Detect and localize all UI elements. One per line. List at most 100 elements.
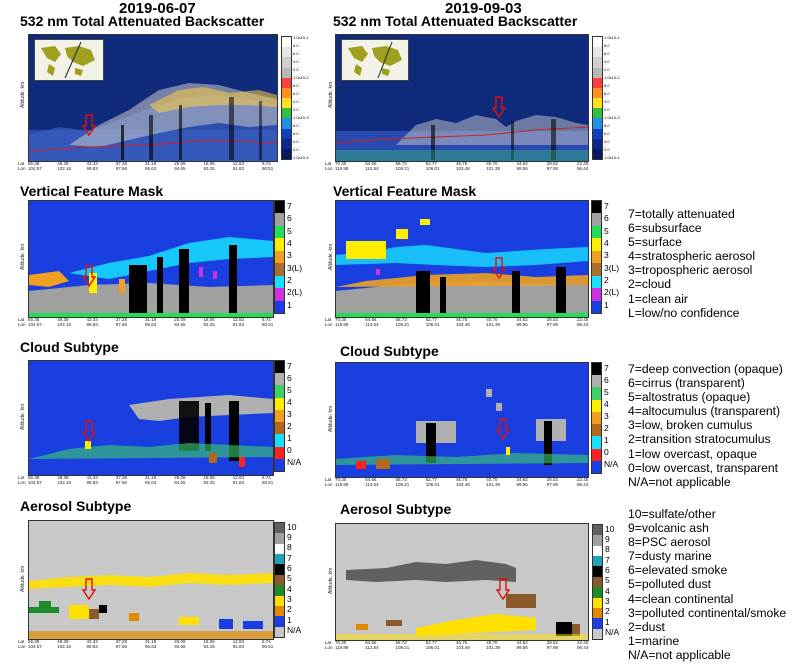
aerosol-right-panel <box>335 523 589 641</box>
aerosol-legend-item: 7=dusty marine <box>628 549 786 563</box>
backscatter-colorbar-right <box>592 36 603 160</box>
vfm-legend-item: 7=totally attenuated <box>628 207 755 221</box>
title-vfm-left: Vertical Feature Mask <box>20 183 163 199</box>
aerosol-legend-item: 9=volcanic ash <box>628 521 786 535</box>
title-aerosol-left: Aerosol Subtype <box>20 498 131 514</box>
vfm-legend-item: 1=clean air <box>628 292 755 306</box>
backscatter-scale-labels-left: 1.0x10-1 8.0 6.0 4.0 2.0 1.0x10-2 8.0 6.… <box>293 36 307 160</box>
vfm-legend: 7=totally attenuated 6=subsurface 5=surf… <box>628 207 755 320</box>
down-arrow-icon <box>496 578 510 600</box>
y-axis-label: Altitude, km <box>328 568 334 594</box>
x-axis-tick-label: 96.44 <box>577 645 588 650</box>
y-axis-label: Altitude, km <box>20 404 26 430</box>
x-axis-row-label: Lon <box>18 644 26 649</box>
y-axis-label: Altitude, km <box>20 566 26 592</box>
x-axis-tick-label: 119.88 <box>335 322 348 327</box>
x-axis-tick-label: 99.83 <box>87 480 98 485</box>
x-axis-tick-label: 102.16 <box>57 322 71 327</box>
x-axis-tick-label: 97.95 <box>547 645 558 650</box>
x-axis-tick-label: 103.48 <box>456 645 470 650</box>
x-axis-tick-label: 104.57 <box>28 480 42 485</box>
down-arrow-icon <box>82 265 96 287</box>
aerosol-legend-item: 3=polluted continental/smoke <box>628 606 786 620</box>
x-axis-row-label: Lon <box>325 322 333 327</box>
x-axis-tick-label: 106.01 <box>426 166 440 171</box>
x-axis-row-label: Lon <box>325 482 333 487</box>
x-axis-tick-label: 94.65 <box>174 322 185 327</box>
x-axis-tick-label: 99.83 <box>87 644 98 649</box>
vfm-colorbar-labels-left: 7 6 5 4 3 3(L) 2 2(L) 1 <box>287 200 305 314</box>
x-axis-tick-label: 99.56 <box>517 645 528 650</box>
x-axis-tick-label: 119.88 <box>335 482 348 487</box>
vfm-colorbar-right <box>591 200 602 314</box>
aerosol-left-panel <box>28 520 274 640</box>
x-axis-tick-label: 99.56 <box>517 166 528 171</box>
x-axis-tick-label: 91.83 <box>233 166 244 171</box>
cloud-legend-item: 3=low, broken cumulus <box>628 418 783 432</box>
aerosol-legend-item: 1=marine <box>628 634 786 648</box>
x-axis-tick-label: 104.57 <box>28 322 42 327</box>
x-axis-tick-label: 103.48 <box>456 166 470 171</box>
x-axis-tick-label: 93.25 <box>204 322 215 327</box>
backscatter-colorbar-left <box>281 36 292 160</box>
x-axis-tick-label: 97.66 <box>116 644 127 649</box>
title-backscatter-right: 532 nm Total Attenuated Backscatter <box>333 13 577 29</box>
x-axis-tick-label: 95.63 <box>145 480 156 485</box>
down-arrow-icon <box>492 257 506 279</box>
x-axis-tick-label: 109.21 <box>396 645 410 650</box>
x-axis-tick-label: 97.95 <box>547 482 558 487</box>
aerosol-legend-item: 10=sulfate/other <box>628 507 786 521</box>
x-axis-tick-label: 94.65 <box>174 480 185 485</box>
x-axis-tick-label: 113.54 <box>365 166 378 171</box>
x-axis-tick-label: 109.21 <box>396 322 410 327</box>
down-arrow-icon <box>496 418 510 440</box>
backscatter-scale-labels-right: 1.0x10-1 8.0 6.0 4.0 2.0 1.0x10-2 8.0 6.… <box>604 36 620 160</box>
y-axis-label: Altitude, km <box>328 244 334 270</box>
cloud-legend-item: 1=low overcast, opaque <box>628 447 783 461</box>
x-axis-tick-label: 104.57 <box>28 644 42 649</box>
x-axis-tick-label: 96.44 <box>577 166 588 171</box>
orbit-map-inset-right <box>341 39 409 81</box>
x-axis-tick-label: 96.44 <box>577 482 588 487</box>
x-axis-tick-label: 102.16 <box>57 166 71 171</box>
x-axis-tick-label: 99.83 <box>87 322 98 327</box>
y-axis-label: Altitude, km <box>328 82 334 108</box>
down-arrow-icon <box>492 96 506 118</box>
x-axis-tick-label: 97.66 <box>116 166 127 171</box>
x-axis-tick-label: 101.39 <box>486 645 500 650</box>
x-axis-tick-label: 109.21 <box>396 482 410 487</box>
cloud-legend-item: 2=transition stratocumulus <box>628 432 783 446</box>
x-axis-tick-label: 99.56 <box>517 322 528 327</box>
cloud-legend-item: 7=deep convection (opaque) <box>628 362 783 376</box>
x-axis-row-label: Lon <box>325 166 333 171</box>
aerosol-colorbar-labels-right: 10 9 8 7 6 5 4 3 2 1 N/A <box>605 524 625 640</box>
x-axis-row-label: Lon <box>18 480 26 485</box>
y-axis-label: Altitude, km <box>20 82 26 108</box>
aerosol-colorbar-labels-left: 10 9 8 7 6 5 4 3 2 1 N/A <box>287 522 305 638</box>
x-axis-tick-label: 113.54 <box>365 645 378 650</box>
title-vfm-right: Vertical Feature Mask <box>333 183 476 199</box>
cloud-left-panel <box>28 360 274 476</box>
x-axis-tick-label: 94.65 <box>174 644 185 649</box>
x-axis-tick-label: 91.83 <box>233 644 244 649</box>
x-axis-tick-label: 99.83 <box>87 166 98 171</box>
down-arrow-icon <box>82 578 96 600</box>
x-axis-tick-label: 101.39 <box>486 322 500 327</box>
x-axis-tick-label: 90.51 <box>262 480 273 485</box>
title-cloud-right: Cloud Subtype <box>340 343 439 359</box>
x-axis-tick-label: 101.39 <box>486 482 500 487</box>
x-axis-tick-label: 95.63 <box>145 166 156 171</box>
title-aerosol-right: Aerosol Subtype <box>340 501 451 517</box>
x-axis-tick-label: 103.48 <box>456 322 470 327</box>
cloud-legend-item: 6=cirrus (transparent) <box>628 376 783 390</box>
cloud-right-panel <box>335 362 589 478</box>
vfm-left-panel <box>28 200 274 318</box>
aerosol-colorbar-left <box>274 522 285 638</box>
title-backscatter-left: 532 nm Total Attenuated Backscatter <box>20 13 264 29</box>
x-axis-row-label: Lon <box>18 322 26 327</box>
x-axis-tick-label: 113.54 <box>365 322 378 327</box>
aerosol-legend-item: 2=dust <box>628 620 786 634</box>
title-cloud-left: Cloud Subtype <box>20 339 119 355</box>
x-axis-tick-label: 106.01 <box>426 322 440 327</box>
cloud-colorbar-right <box>591 362 602 474</box>
